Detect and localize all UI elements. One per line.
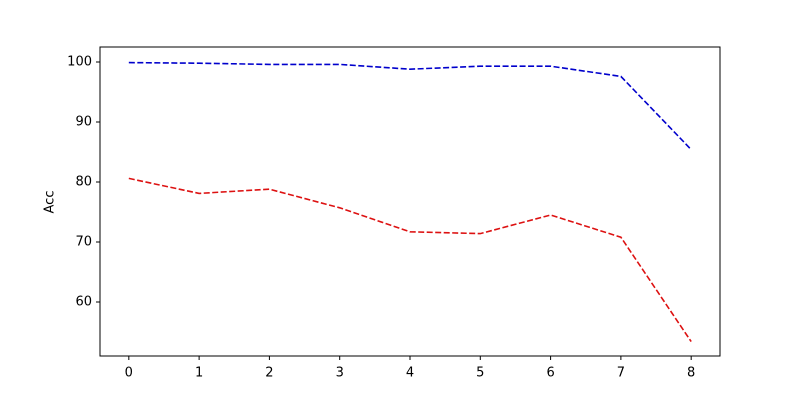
y-tick-label: 80 [75, 175, 92, 190]
x-tick-label: 1 [195, 366, 203, 381]
plot-frame [99, 46, 721, 357]
y-tick-label: 70 [75, 235, 92, 250]
line-series [128, 61, 692, 151]
x-tick-label: 4 [406, 366, 414, 381]
x-tick-label: 3 [336, 366, 344, 381]
x-tick-label: 6 [546, 366, 554, 381]
y-axis-label: Acc [43, 191, 58, 214]
y-tick-label: 90 [75, 115, 92, 130]
x-tick-label: 7 [617, 366, 625, 381]
line-series [128, 177, 692, 343]
y-tick-label: 100 [67, 55, 92, 70]
x-tick-label: 8 [687, 366, 695, 381]
y-tick-label: 60 [75, 295, 92, 310]
x-tick-label: 0 [125, 366, 133, 381]
x-tick-label: 2 [265, 366, 273, 381]
x-tick-label: 5 [476, 366, 484, 381]
